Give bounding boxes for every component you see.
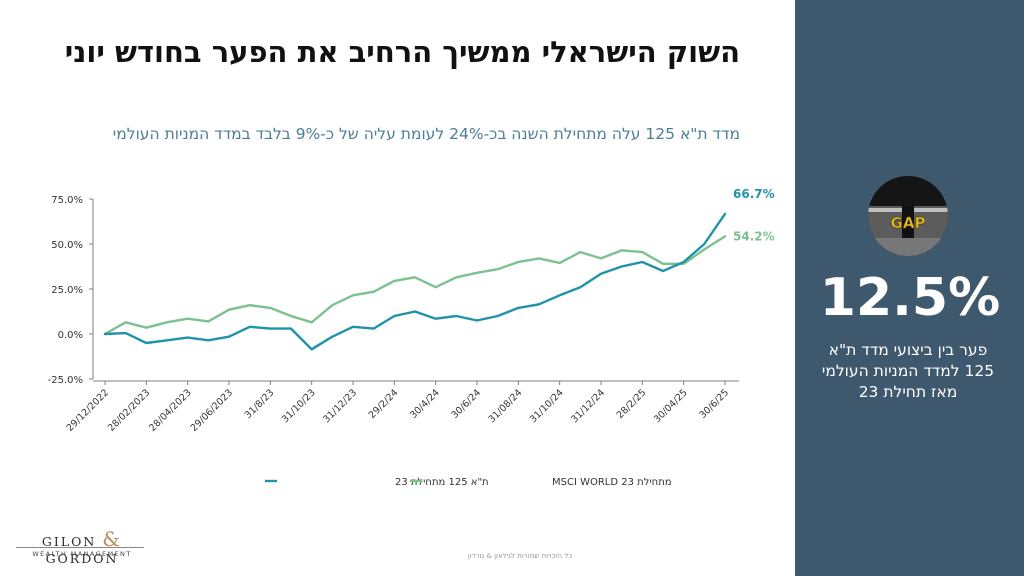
gap-road-image: GAP	[868, 176, 948, 256]
copyright-note: כל הזכויות שמורות לגילאון & גורדון	[467, 552, 573, 560]
logo-gilon: GILON	[41, 534, 97, 549]
side-panel	[795, 0, 1024, 576]
x-tick-label: 31/12/23	[321, 387, 359, 425]
legend-label-ta125: ת"א 125 מתחילת 23	[395, 477, 489, 488]
gap-caption: פער בין ביצועי מדד ת"א 125 למדד המניות ה…	[821, 341, 995, 401]
logo-ampersand: &	[102, 527, 123, 551]
logo-tagline: WEALTH MANAGEMENT	[32, 550, 132, 558]
y-tick-label: 50.0%	[51, 240, 83, 251]
gap-value: 12.5%	[819, 268, 1001, 328]
logo-gordon: GORDON	[45, 551, 119, 566]
y-tick-label: -25.0%	[48, 375, 83, 386]
x-tick-label: 31/10/24	[528, 387, 566, 425]
x-tick-label: 28/02/2023	[106, 387, 153, 434]
x-tick-label: 29/12/2022	[65, 387, 112, 434]
series-line-msci-world	[103, 235, 727, 336]
x-tick-label: 28/2/25	[615, 387, 649, 421]
performance-line-chart: 75.0% 50.0% 25.0% 0.0% -25.0%29/12/202228/02…	[48, 187, 775, 488]
x-tick-label: 30/6/24	[449, 387, 483, 421]
x-tick-label: 29/2/24	[367, 387, 401, 421]
end-label-ta125: 66.7%	[733, 187, 775, 201]
legend-label-msci-world: MSCI WORLD מתחילת 23	[552, 477, 672, 488]
page-title: השוק הישראלי ממשיך הרחיב את הפער בחודש י…	[64, 35, 740, 69]
x-tick-label: 29/06/2023	[189, 387, 236, 434]
y-tick-label: 0.0%	[58, 330, 83, 341]
x-tick-label: 31/12/24	[569, 387, 607, 425]
x-tick-label: 30/6/25	[697, 387, 731, 421]
x-tick-label: 30/4/24	[408, 387, 442, 421]
y-tick-label: 75.0%	[51, 195, 83, 206]
x-tick-label: 31/10/23	[280, 387, 318, 425]
end-label-msci-world: 54.2%	[733, 229, 775, 243]
gap-image-text: GAP	[891, 214, 926, 232]
series-line-ta125	[103, 212, 727, 351]
x-tick-label: 30/04/25	[652, 387, 690, 425]
page-subtitle: מדד ת"א 125 עלה מתחילת השנה בכ-24% לעומת…	[112, 125, 740, 143]
logo-wordmark: GILON & GORDON	[12, 527, 152, 566]
x-tick-label: 31/8/23	[243, 387, 277, 421]
x-tick-label: 28/04/2023	[147, 387, 194, 434]
company-logo: GILON & GORDON WEALTH MANAGEMENT	[12, 525, 162, 566]
y-tick-label: 25.0%	[51, 285, 83, 296]
logo-divider	[16, 547, 144, 548]
x-tick-label: 31/08/24	[487, 387, 525, 425]
